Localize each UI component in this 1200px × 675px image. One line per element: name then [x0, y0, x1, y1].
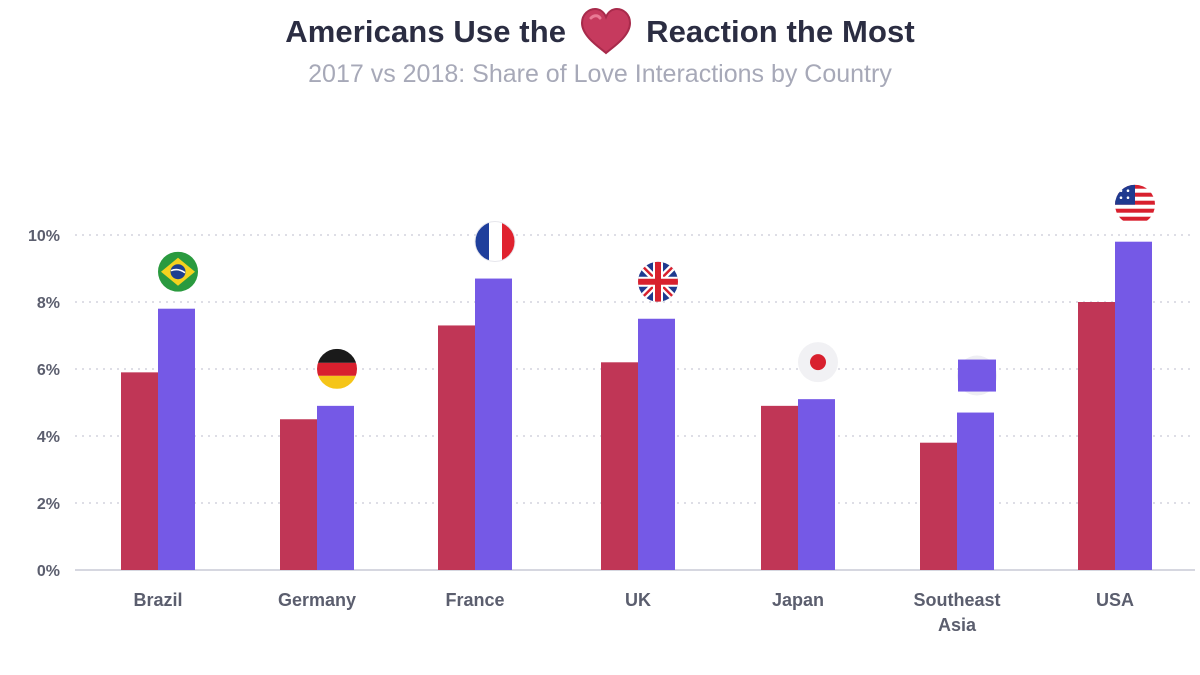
uk-flag-icon: [638, 261, 678, 302]
bars: [121, 241, 1152, 570]
x-category-label: Germany: [278, 590, 356, 610]
bar-2017: [280, 419, 317, 570]
bar-2018: [798, 399, 835, 570]
bar-2017: [438, 325, 475, 570]
y-axis: 0% 2% 4% 6% 8% 10%: [28, 228, 60, 580]
y-tick-label: 6%: [37, 362, 60, 379]
x-category-label: France: [445, 590, 504, 610]
chart-title: Americans Use the Reaction the Most: [0, 7, 1200, 56]
x-axis: Brazil Germany France UK Japan Southeast Asia U…: [133, 590, 1134, 635]
southeast-asia-flag-icon: [957, 355, 997, 396]
y-tick-label: 2%: [37, 496, 60, 513]
chart-subtitle: 2017 vs 2018: Share of Love Interactions…: [308, 60, 892, 88]
y-tick-label: 10%: [28, 228, 60, 245]
x-category-label: Japan: [772, 590, 824, 610]
x-category-label: Southeast: [913, 590, 1000, 610]
x-category-label: USA: [1096, 590, 1134, 610]
bar-2018: [957, 412, 994, 570]
bar-2018: [158, 308, 195, 570]
heart-icon: [580, 7, 632, 56]
y-tick-label: 0%: [37, 563, 60, 580]
bar-2017: [920, 442, 957, 570]
bar-2017: [601, 362, 638, 570]
bar-2017: [761, 405, 798, 570]
title-text-after: Reaction the Most: [646, 14, 915, 49]
france-flag-icon: [474, 221, 516, 263]
usa-flag-icon: [1115, 184, 1155, 225]
x-category-label: Brazil: [133, 590, 182, 610]
bar-2018: [475, 278, 512, 570]
germany-flag-icon: [317, 348, 357, 389]
x-category-label: Asia: [938, 615, 977, 635]
x-category-label: UK: [625, 590, 651, 610]
bar-2018: [1115, 241, 1152, 570]
y-tick-label: 4%: [37, 429, 60, 446]
bar-2018: [317, 405, 354, 570]
flags: [158, 184, 1155, 396]
y-tick-label: 8%: [37, 295, 60, 312]
japan-flag-icon: [798, 342, 838, 383]
brazil-flag-icon: [158, 251, 198, 292]
bar-2017: [1078, 302, 1115, 570]
bar-2017: [121, 372, 158, 570]
bar-2018: [638, 318, 675, 570]
title-text-before: Americans Use the: [285, 14, 567, 49]
